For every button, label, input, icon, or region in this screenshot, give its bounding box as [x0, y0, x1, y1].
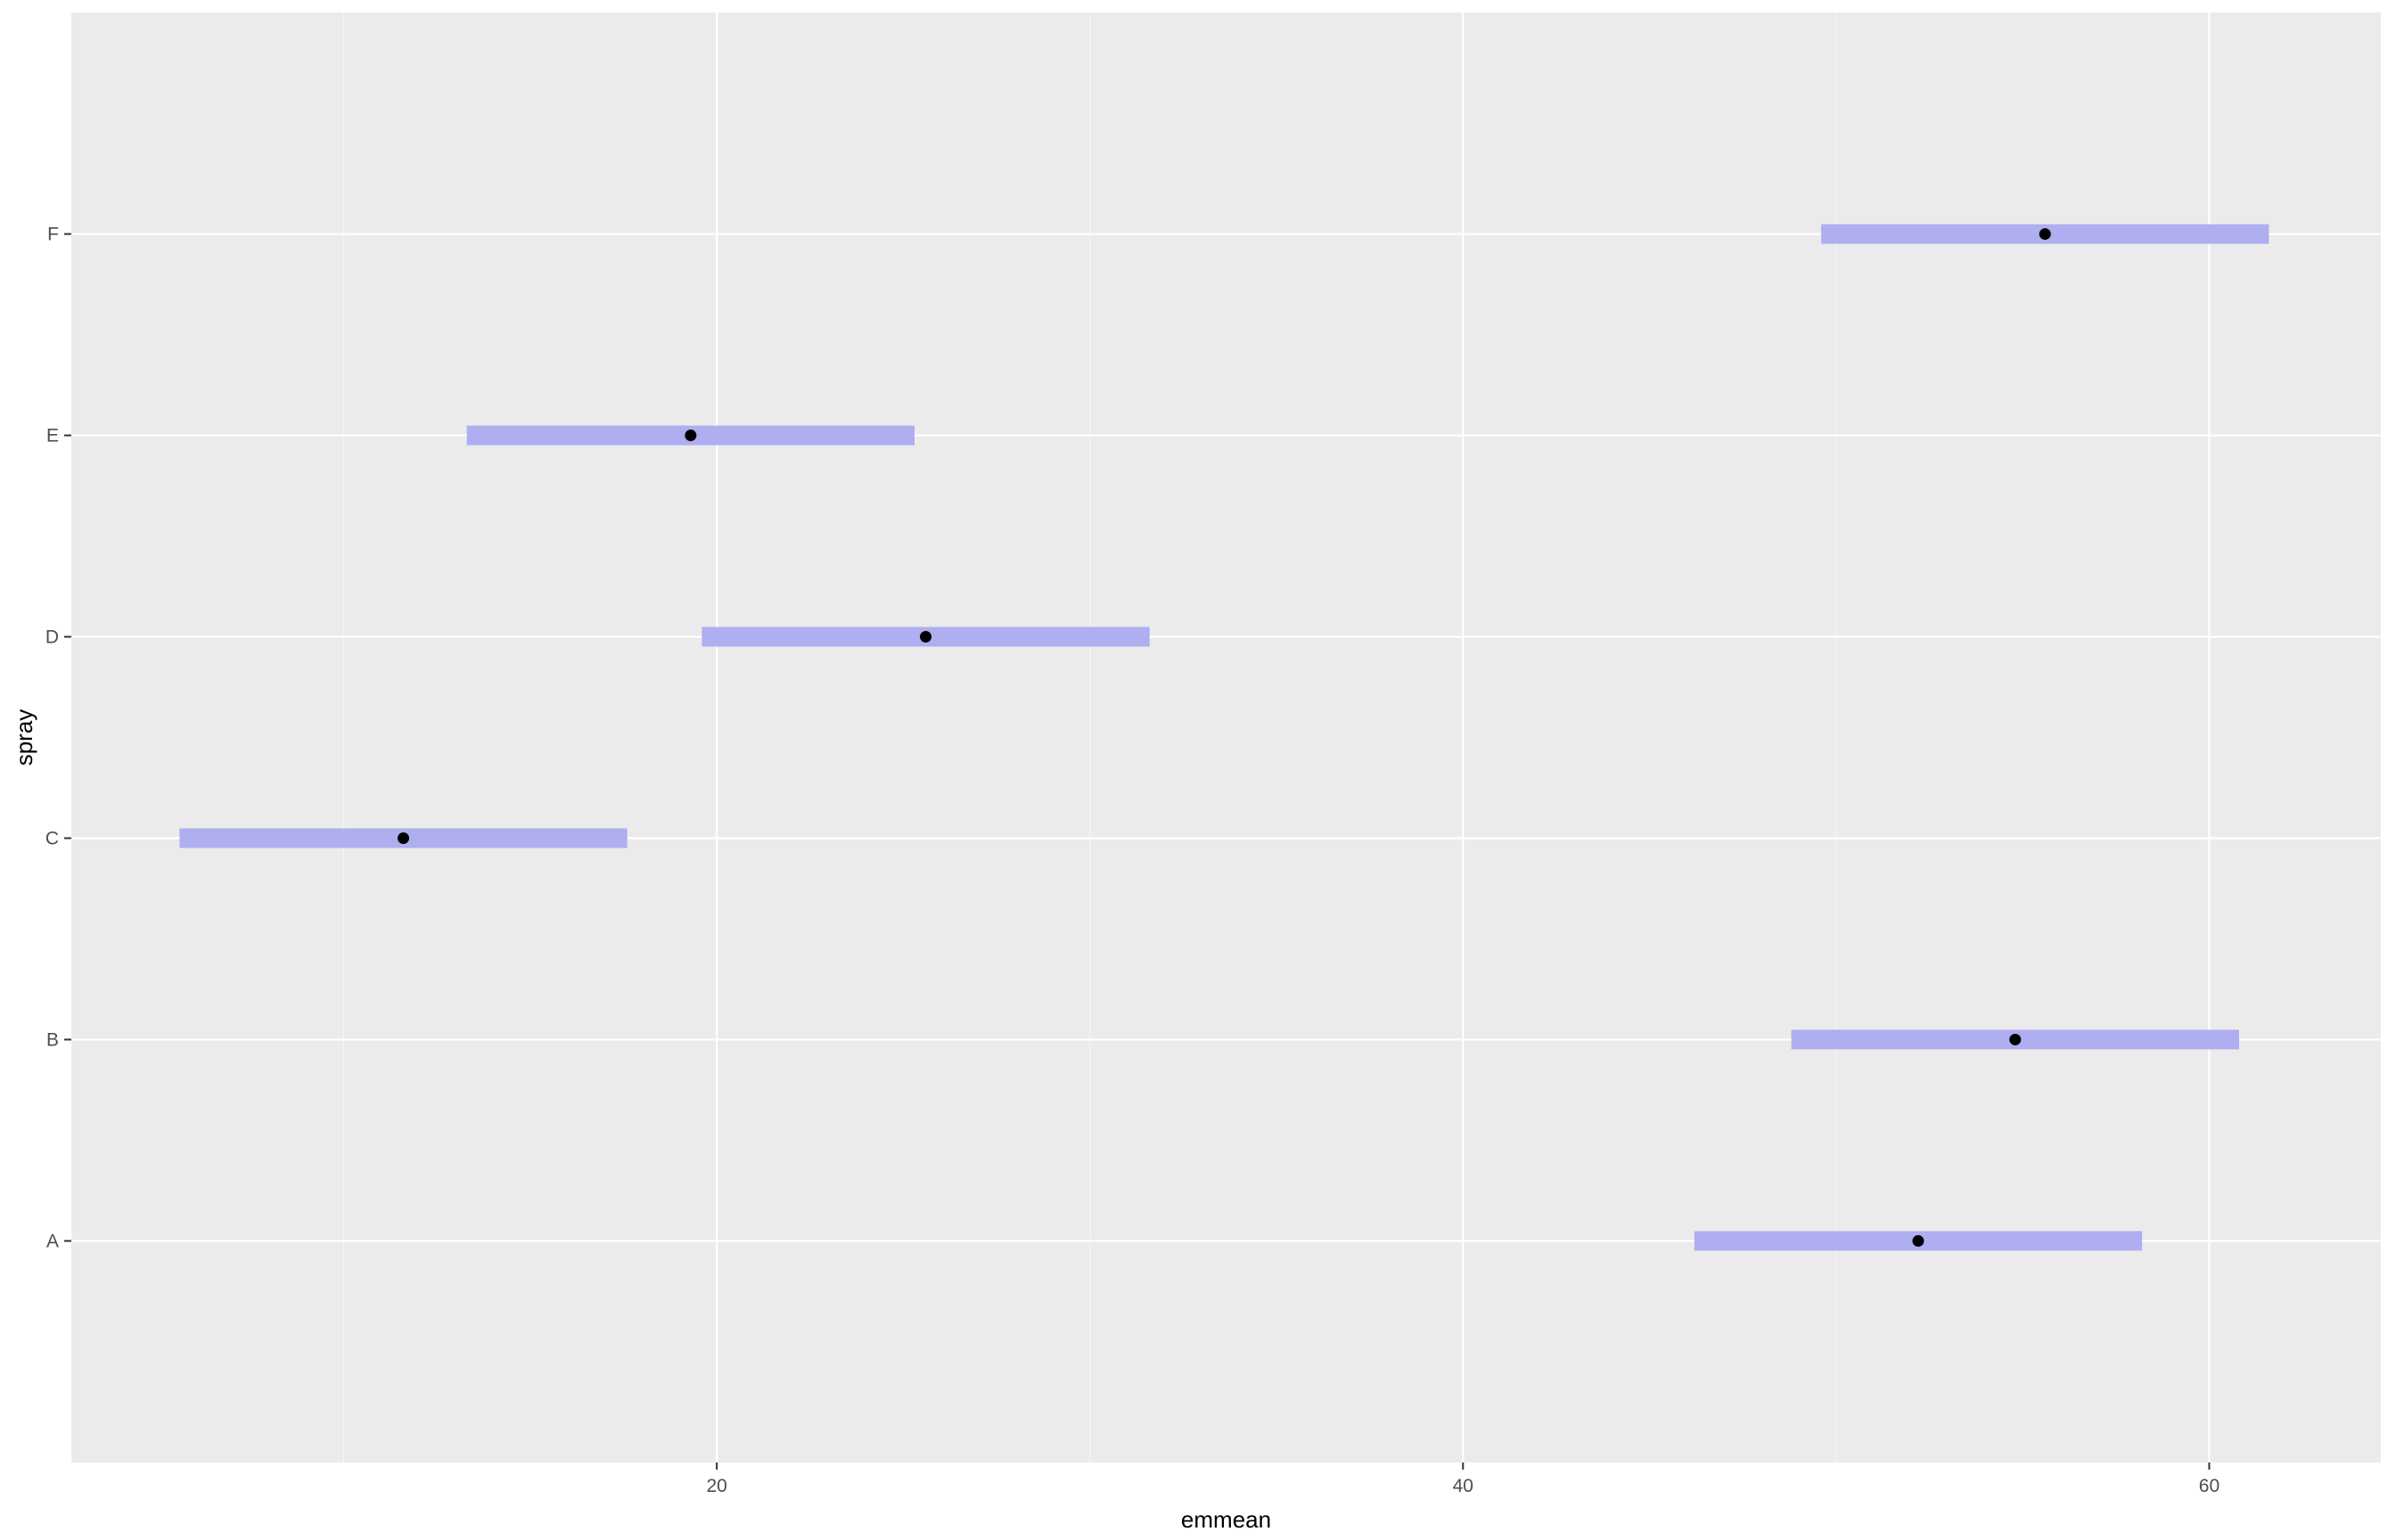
y-axis-title: spray: [11, 709, 37, 766]
x-axis-ticks: 20 40 60: [706, 1462, 2220, 1496]
emmean-point-c: [398, 831, 410, 844]
x-axis-title: emmean: [1181, 1506, 1271, 1533]
emmean-point-e: [685, 430, 697, 442]
y-tick-label: D: [45, 627, 59, 648]
y-tick-label: F: [47, 225, 59, 245]
x-tick-label: 40: [1453, 1476, 1473, 1496]
emmean-points: [398, 228, 2051, 1247]
x-tick-label: 20: [706, 1476, 726, 1496]
y-tick-label: C: [45, 828, 59, 848]
y-tick-label: B: [46, 1029, 59, 1050]
emmean-point-b: [2009, 1033, 2022, 1045]
y-axis-ticks: A B C D E F: [45, 225, 71, 1251]
y-tick-label: A: [46, 1231, 59, 1251]
x-tick-label: 60: [2199, 1476, 2220, 1496]
plot-panel: [71, 12, 2381, 1462]
emmean-point-d: [920, 631, 932, 643]
y-tick-label: E: [46, 426, 59, 446]
minor-gridlines: [342, 12, 1837, 1462]
emmean-point-f: [2039, 228, 2051, 241]
emmean-point-a: [1912, 1234, 1924, 1247]
